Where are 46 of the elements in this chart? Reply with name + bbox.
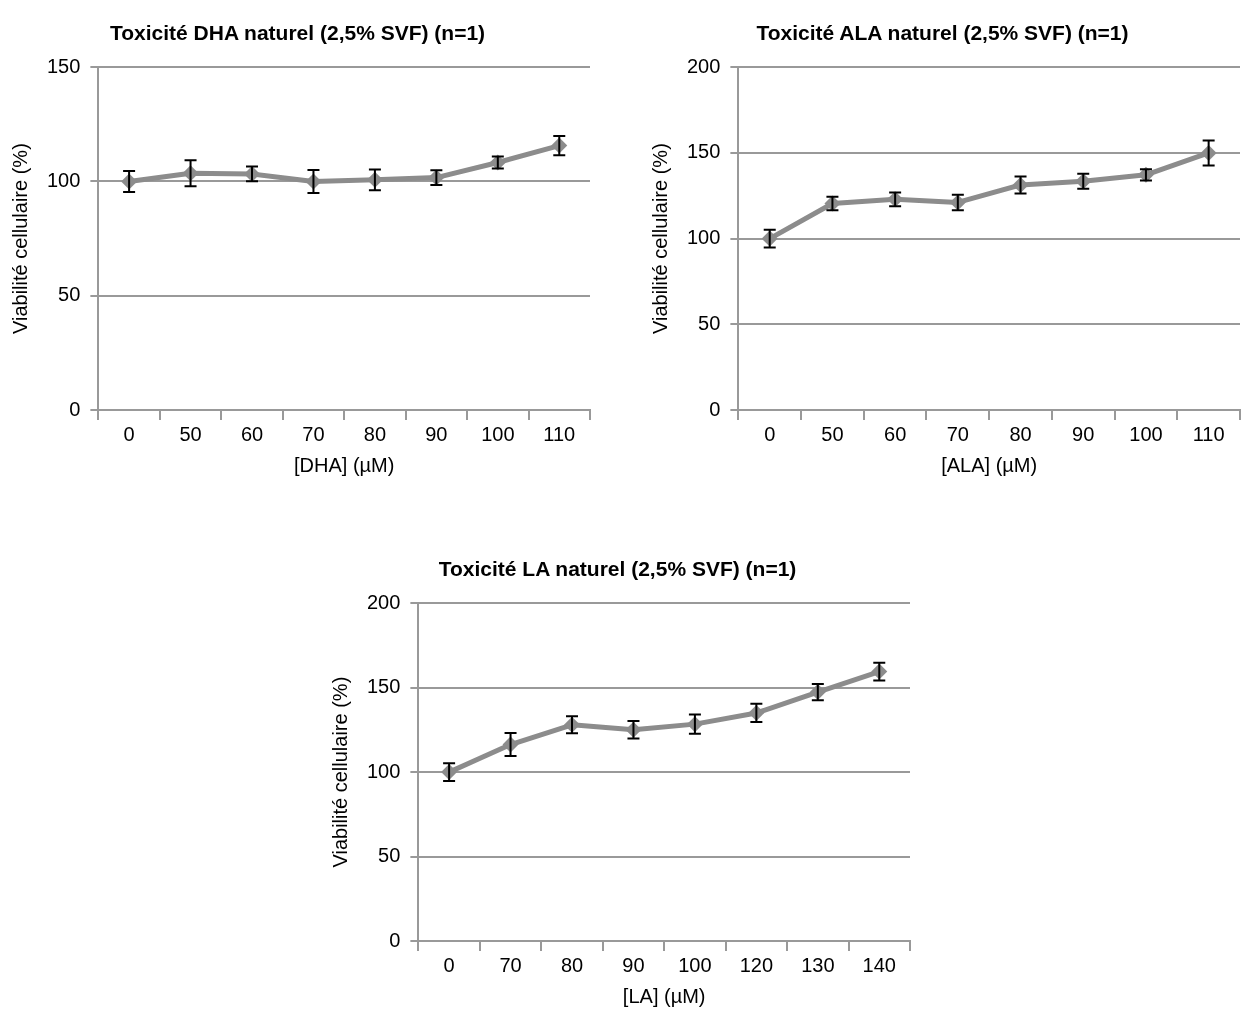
x-tick-label: 80 <box>363 422 387 445</box>
x-tick-label: 140 <box>862 953 896 976</box>
x-tick-label: 110 <box>1192 422 1225 445</box>
x-tick-label: 100 <box>481 422 515 445</box>
x-tick-label: 70 <box>499 953 522 976</box>
x-axis-title: [DHA] (µM) <box>293 453 395 476</box>
x-tick-label: 70 <box>302 422 325 445</box>
x-tick-label: 110 <box>543 422 576 445</box>
y-tick-label: 0 <box>69 397 81 420</box>
y-tick-label: 100 <box>366 759 401 782</box>
y-axis-title: Viabilité cellulaire (%) <box>648 143 671 335</box>
chart-title: Toxicité ALA naturel (2,5% SVF) (n=1) <box>756 21 1129 45</box>
y-tick-label: 50 <box>58 283 81 306</box>
x-tick-label: 60 <box>884 422 907 445</box>
x-tick-label: 90 <box>425 422 448 445</box>
y-tick-label: 50 <box>378 844 401 867</box>
x-axis-title: [LA] (µM) <box>622 984 706 1007</box>
y-tick-label: 150 <box>366 675 401 698</box>
x-tick-label: 50 <box>821 422 844 445</box>
x-axis-title: [ALA] (µM) <box>941 453 1038 476</box>
x-tick-label: 0 <box>443 953 455 976</box>
x-tick-label: 50 <box>179 422 202 445</box>
y-tick-label: 150 <box>46 54 81 77</box>
x-tick-label: 0 <box>764 422 776 445</box>
chart-title: Toxicité LA naturel (2,5% SVF) (n=1) <box>438 557 797 581</box>
y-tick-label: 0 <box>709 397 721 420</box>
x-tick-label: 100 <box>1129 422 1163 445</box>
x-tick-label: 80 <box>560 953 584 976</box>
x-tick-label: 60 <box>240 422 264 445</box>
y-tick-label: 0 <box>389 928 401 951</box>
x-tick-label: 70 <box>946 422 969 445</box>
y-tick-label: 200 <box>686 54 721 77</box>
x-tick-label: 120 <box>739 953 774 976</box>
y-axis-title: Viabilité cellulaire (%) <box>328 676 351 868</box>
x-tick-label: 90 <box>622 953 645 976</box>
y-tick-label: 100 <box>686 226 721 249</box>
y-tick-label: 50 <box>698 311 721 334</box>
y-tick-label: 100 <box>46 168 81 191</box>
y-tick-label: 200 <box>366 590 401 613</box>
y-axis-title: Viabilité cellulaire (%) <box>8 143 31 335</box>
chart-title: Toxicité DHA naturel (2,5% SVF) (n=1) <box>109 21 486 45</box>
x-tick-label: 80 <box>1009 422 1032 445</box>
x-tick-label: 90 <box>1072 422 1095 445</box>
x-tick-label: 130 <box>801 953 835 976</box>
x-tick-label: 0 <box>123 422 135 445</box>
y-tick-label: 150 <box>686 140 721 163</box>
